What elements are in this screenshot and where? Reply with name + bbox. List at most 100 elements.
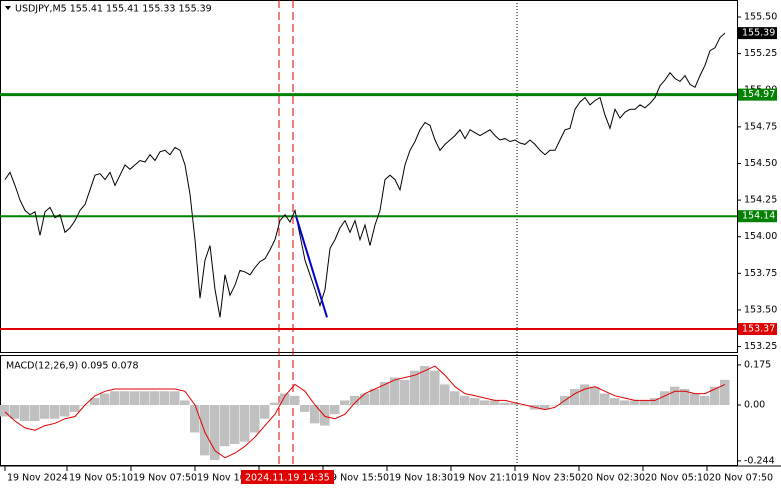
- macd-bar: [50, 405, 60, 419]
- macd-bar: [500, 402, 510, 406]
- level-tag-label: 154.97: [742, 89, 775, 100]
- macd-bar: [270, 402, 280, 406]
- x-tick-label: 19 Nov 07:50: [133, 473, 197, 484]
- macd-bar: [510, 402, 520, 406]
- macd-bar: [180, 400, 190, 406]
- x-tick-label: 20 Nov 05:10: [645, 473, 709, 484]
- macd-bar: [620, 400, 630, 406]
- y-tick-label: 153.75: [744, 268, 777, 279]
- x-tick-label: 19 Nov 05:10: [69, 473, 133, 484]
- x-tick-label: 19 Nov 2024: [7, 473, 68, 484]
- macd-bar: [650, 398, 660, 406]
- macd-bar: [30, 405, 40, 422]
- macd-bar: [450, 391, 460, 406]
- x-tick-label: 20 Nov 07:50: [709, 473, 773, 484]
- macd-bar: [610, 398, 620, 406]
- last-price-tag: [738, 27, 777, 40]
- last-price-label: 155.39: [742, 28, 775, 39]
- price-pane: [0, 0, 738, 353]
- macd-bar: [340, 400, 350, 406]
- y-tick-label: 155.50: [744, 11, 777, 22]
- macd-bar: [460, 395, 470, 406]
- macd-bar: [170, 391, 180, 406]
- y-tick-label: 154.50: [744, 158, 777, 169]
- macd-bar: [480, 400, 490, 406]
- macd-bar: [430, 370, 440, 406]
- macd-bar: [190, 405, 200, 433]
- y-tick-label: 0.175: [744, 359, 771, 370]
- x-tick-label: 19 Nov 15:50: [325, 473, 389, 484]
- macd-bar: [70, 405, 80, 412]
- y-tick-label: 153.50: [744, 304, 777, 315]
- macd-bar: [400, 379, 410, 406]
- macd-bar: [210, 405, 220, 460]
- x-tick-label: 19 Nov 21:10: [453, 473, 517, 484]
- macd-title: MACD(12,26,9) 0.095 0.078: [6, 361, 139, 372]
- macd-bar: [550, 405, 560, 406]
- macd-bar: [160, 391, 170, 406]
- y-tick-label: 154.75: [744, 121, 777, 132]
- macd-bar: [130, 391, 140, 406]
- macd-bar: [710, 386, 720, 406]
- macd-bar: [290, 395, 300, 406]
- macd-bar: [590, 386, 600, 406]
- price-line: [4, 32, 726, 318]
- macd-bar: [250, 405, 260, 433]
- macd-bar: [630, 400, 640, 406]
- macd-bar: [420, 366, 430, 406]
- macd-bar: [90, 398, 100, 406]
- level-tag: [738, 210, 777, 223]
- time-label: 2024.11.19 14:35: [245, 473, 330, 484]
- macd-bar: [470, 398, 480, 406]
- x-tick-label: 19 Nov 23:50: [517, 473, 581, 484]
- level-tag-label: 153.37: [742, 324, 775, 335]
- macd-bar: [240, 405, 250, 442]
- macd-bar: [300, 405, 310, 412]
- macd-bar: [690, 393, 700, 406]
- macd-bar: [10, 405, 20, 419]
- x-tick-label: 19 Nov 10:30: [197, 473, 261, 484]
- macd-bar: [0, 405, 10, 417]
- level-tag: [738, 323, 777, 336]
- macd-bar: [150, 391, 160, 406]
- macd-bar: [370, 388, 380, 406]
- macd-bar: [640, 400, 650, 406]
- macd-bar: [720, 379, 730, 406]
- macd-bar: [540, 405, 550, 410]
- x-tick-label: 20 Nov 02:30: [581, 473, 645, 484]
- macd-bar: [660, 391, 670, 406]
- macd-bar: [380, 382, 390, 406]
- macd-bar: [60, 405, 70, 417]
- y-tick-label: 154.00: [744, 231, 777, 242]
- macd-bar: [670, 386, 680, 406]
- macd-bar: [390, 377, 400, 406]
- macd-bar: [100, 393, 110, 406]
- macd-bar: [440, 384, 450, 406]
- macd-bar: [330, 405, 340, 415]
- macd-bar: [700, 395, 710, 406]
- macd-bar: [490, 400, 500, 406]
- y-tick-label: 153.25: [744, 341, 777, 352]
- macd-bar: [360, 393, 370, 406]
- macd-bar: [600, 393, 610, 406]
- macd-bar: [40, 405, 50, 419]
- symbol-icon: [5, 6, 11, 10]
- y-tick-label: 155.25: [744, 48, 777, 59]
- macd-bar: [580, 384, 590, 406]
- time-label-box: [241, 470, 334, 484]
- macd-bar: [680, 388, 690, 406]
- macd-bar: [140, 391, 150, 406]
- y-tick-label: 0.00: [744, 400, 765, 411]
- macd-bar: [410, 370, 420, 406]
- macd-bar: [310, 405, 320, 424]
- x-tick-label: 19 Nov 18:30: [389, 473, 453, 484]
- trend-line: [295, 215, 328, 318]
- y-tick-label: 154.25: [744, 195, 777, 206]
- signal-line: [4, 365, 726, 459]
- macd-bar: [110, 391, 120, 406]
- macd-bar: [230, 405, 240, 444]
- macd-bar: [220, 405, 230, 447]
- macd-bar: [260, 405, 270, 419]
